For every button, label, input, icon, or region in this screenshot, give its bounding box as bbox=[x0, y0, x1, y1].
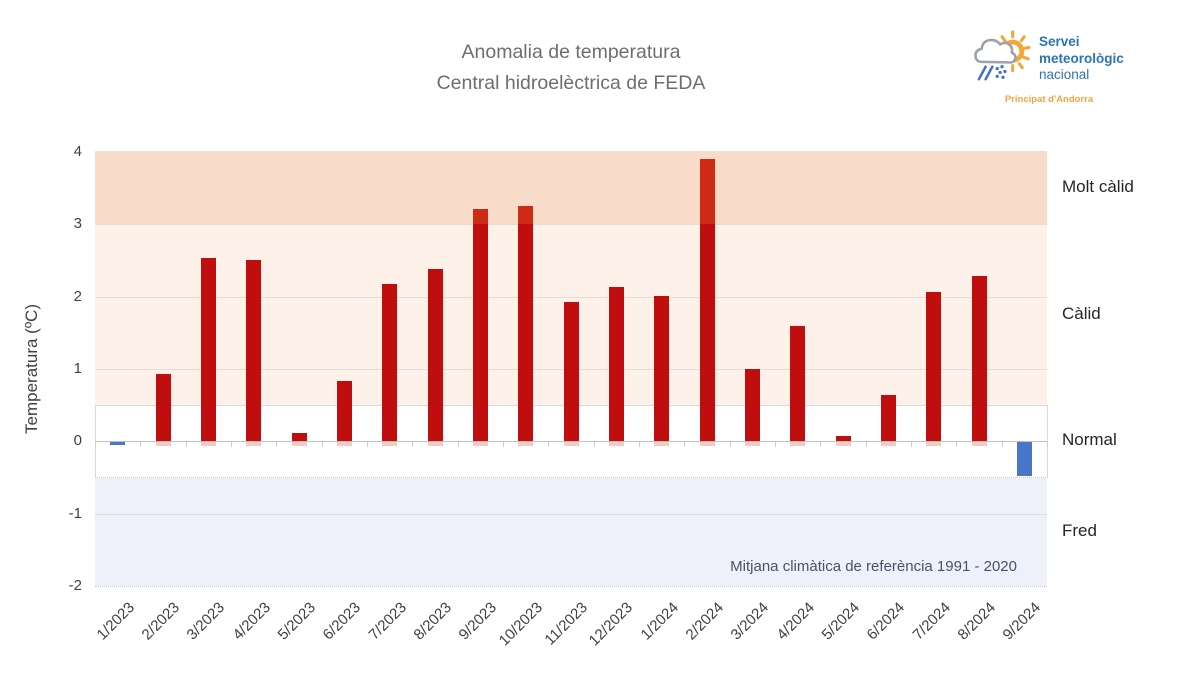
bar-base-4/2024 bbox=[790, 442, 806, 447]
bar-5/2024 bbox=[835, 436, 851, 442]
bar-base-8/2024 bbox=[971, 442, 987, 447]
x-axis-tick bbox=[457, 442, 459, 448]
plot-bottom-border bbox=[95, 586, 1047, 587]
bar-12/2023 bbox=[608, 287, 624, 442]
bar-base-5/2023 bbox=[291, 442, 307, 447]
bar-base-7/2023 bbox=[382, 442, 398, 447]
plot-top-border bbox=[95, 151, 1047, 152]
logo-wordmark: Servei meteorològic nacional bbox=[1039, 30, 1124, 84]
x-axis-tick bbox=[231, 442, 232, 448]
x-axis-tick bbox=[684, 442, 686, 448]
bar-top-9/2023 bbox=[472, 209, 488, 225]
zone-band-fred bbox=[95, 477, 1047, 586]
bar-9/2023 bbox=[472, 224, 488, 442]
bar-7/2024 bbox=[926, 292, 942, 442]
bar-base-6/2024 bbox=[880, 442, 896, 447]
bar-base-4/2023 bbox=[246, 442, 262, 447]
gridline-2 bbox=[95, 296, 1047, 298]
bar-10/2023 bbox=[518, 224, 534, 442]
y-tick-label-2: 2 bbox=[73, 287, 82, 305]
bar-6/2023 bbox=[336, 380, 352, 442]
x-axis-tick bbox=[140, 442, 142, 448]
y-tick-label-4: 4 bbox=[73, 143, 82, 160]
bar-6/2024 bbox=[880, 395, 896, 442]
x-axis-tick bbox=[956, 442, 958, 448]
bar-top-10/2023 bbox=[518, 205, 534, 225]
bar-top-2/2024 bbox=[699, 158, 715, 225]
bar-base-9/2023 bbox=[472, 442, 488, 447]
bar-5/2023 bbox=[291, 432, 307, 442]
bar-base-8/2023 bbox=[427, 442, 443, 447]
bar-2/2024 bbox=[699, 224, 715, 442]
x-axis-tick bbox=[503, 442, 504, 448]
bar-base-2/2024 bbox=[699, 442, 715, 447]
logo-line3: nacional bbox=[1039, 67, 1090, 82]
bar-4/2024 bbox=[790, 326, 806, 442]
bar-1/2023 bbox=[110, 442, 126, 446]
bar-base-10/2023 bbox=[518, 442, 534, 447]
bar-3/2024 bbox=[744, 369, 760, 442]
bar-11/2023 bbox=[563, 302, 579, 442]
bar-base-11/2023 bbox=[563, 442, 579, 447]
zone-band-molt-càlid bbox=[95, 152, 1047, 225]
x-axis-tick bbox=[911, 442, 912, 448]
x-axis-tick bbox=[185, 442, 187, 448]
x-axis-tick bbox=[412, 442, 414, 448]
bar-base-2/2023 bbox=[155, 442, 171, 447]
x-axis-tick bbox=[729, 442, 731, 448]
y-tick-label-3: 3 bbox=[73, 215, 82, 233]
x-axis-tick bbox=[639, 442, 640, 448]
logo-subtitle: Principat d'Andorra bbox=[1004, 94, 1094, 105]
y-tick-label-0: 0 bbox=[73, 432, 82, 450]
bar-base-7/2024 bbox=[926, 442, 942, 447]
bar-9/2024 bbox=[1016, 442, 1032, 476]
bar-base-6/2023 bbox=[336, 442, 352, 447]
weather-sun-cloud-icon bbox=[974, 30, 1032, 91]
x-axis-tick bbox=[820, 442, 822, 448]
bar-1/2024 bbox=[654, 295, 670, 442]
gridline--1 bbox=[95, 513, 1047, 515]
x-axis-tick bbox=[865, 442, 867, 448]
gridline-3 bbox=[95, 224, 1047, 226]
servei-meteorologic-logo: Servei meteorològic nacional Principat d… bbox=[974, 30, 1144, 105]
chart-title-line2: Central hidroelèctrica de FEDA bbox=[436, 72, 706, 94]
bar-3/2023 bbox=[200, 258, 216, 442]
logo-line2: meteorològic bbox=[1039, 50, 1124, 66]
bar-base-1/2024 bbox=[654, 442, 670, 447]
chart-title: Anomalia de temperatura Central hidroelè… bbox=[95, 37, 1047, 99]
bar-base-12/2023 bbox=[608, 442, 624, 447]
x-axis-tick bbox=[1047, 442, 1048, 448]
y-tick-label-1: 1 bbox=[73, 360, 82, 377]
bar-7/2023 bbox=[382, 284, 398, 442]
zone-label-2: Normal bbox=[1062, 430, 1117, 450]
bar-base-3/2023 bbox=[200, 442, 216, 447]
bar-4/2023 bbox=[246, 259, 262, 442]
bar-8/2024 bbox=[971, 276, 987, 442]
bar-base-5/2024 bbox=[835, 442, 851, 447]
x-axis-tick bbox=[367, 442, 368, 448]
x-axis-tick bbox=[276, 442, 278, 448]
bar-8/2023 bbox=[427, 269, 443, 442]
zone-label-1: Càlid bbox=[1062, 303, 1101, 323]
x-axis-tick bbox=[593, 442, 595, 448]
x-axis-tick bbox=[775, 442, 776, 448]
x-axis-tick bbox=[548, 442, 550, 448]
y-tick-label--1: -1 bbox=[68, 504, 82, 522]
x-axis-tick bbox=[95, 442, 96, 448]
logo-line1: Servei bbox=[1039, 34, 1080, 49]
x-axis-tick bbox=[1001, 442, 1003, 448]
reference-period-annotation: Mitjana climàtica de referència 1991 - 2… bbox=[730, 558, 1017, 575]
chart-title-line1: Anomalia de temperatura bbox=[461, 41, 681, 63]
zone-label-3: Fred bbox=[1062, 520, 1097, 540]
bar-2/2023 bbox=[155, 374, 171, 442]
y-tick-label--2: -2 bbox=[68, 577, 82, 594]
bar-base-3/2024 bbox=[744, 442, 760, 447]
x-axis-line bbox=[95, 441, 1047, 443]
zone-label-0: Molt càlid bbox=[1062, 177, 1134, 197]
x-axis-tick bbox=[321, 442, 323, 448]
